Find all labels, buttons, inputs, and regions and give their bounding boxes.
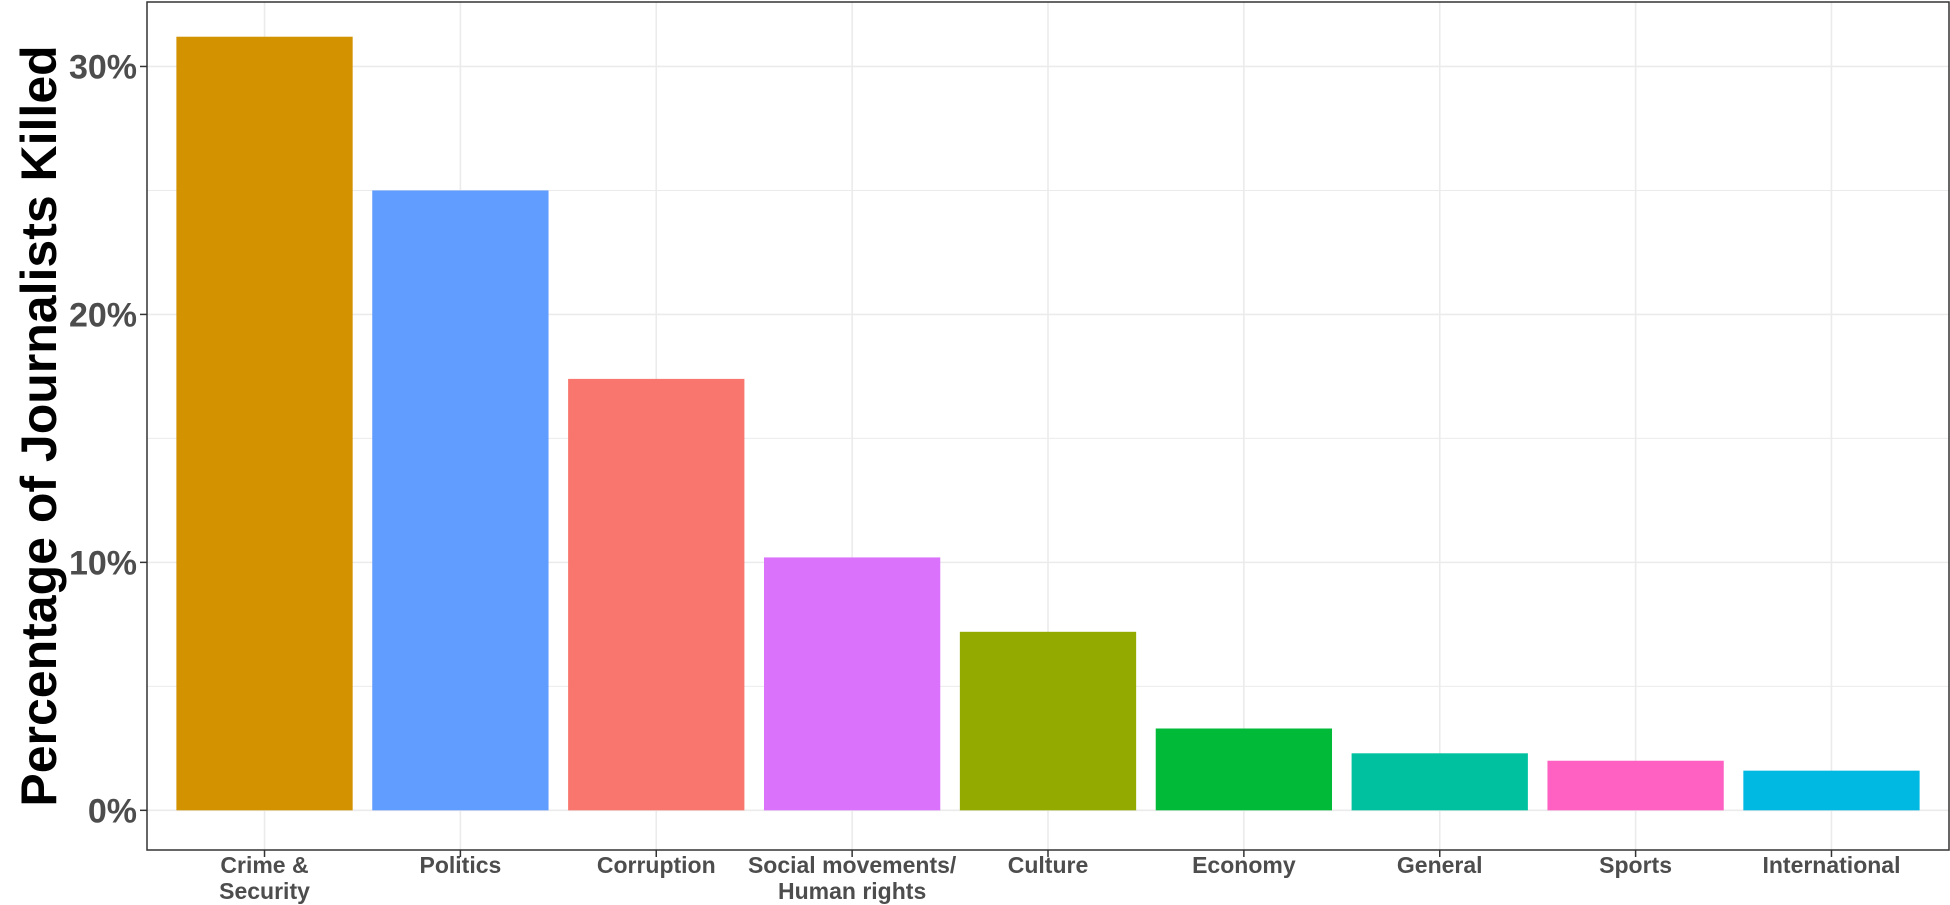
- x-tick-label: Sports: [1599, 852, 1672, 878]
- x-tick-label-line: International: [1762, 852, 1900, 878]
- bar: [176, 36, 353, 811]
- x-tick-label: Corruption: [597, 852, 716, 878]
- x-tick-label: Culture: [1008, 852, 1089, 878]
- x-tick-label-line: Sports: [1599, 852, 1672, 878]
- y-axis-title: Percentage of Journalists Killed: [11, 45, 67, 806]
- y-tick-label: 0%: [88, 792, 137, 830]
- x-tick-label: International: [1762, 852, 1900, 878]
- x-tick-label-line: Social movements/: [748, 852, 957, 878]
- x-tick-label-line: Politics: [419, 852, 501, 878]
- bar: [1351, 753, 1528, 811]
- x-tick-label-line: General: [1397, 852, 1483, 878]
- x-tick-label-line: Economy: [1192, 852, 1296, 878]
- x-tick-label-line: Corruption: [597, 852, 716, 878]
- y-tick-label: 30%: [69, 48, 137, 86]
- bar: [372, 190, 549, 811]
- bar: [1547, 760, 1724, 811]
- x-tick-label: Politics: [419, 852, 501, 878]
- bar: [1743, 770, 1920, 811]
- y-axis: 0% 10% 20% 30%: [69, 48, 147, 830]
- y-tick-label: 10%: [69, 544, 137, 582]
- x-tick-label-line: Crime &: [220, 852, 308, 878]
- x-tick-label: Crime & Security: [219, 852, 310, 904]
- x-axis: Crime & Security Politics Corruption Social …: [219, 850, 1900, 904]
- bars: [176, 36, 1920, 811]
- x-tick-label-line: Human rights: [778, 878, 926, 904]
- bar: [959, 631, 1137, 811]
- x-tick-label: Social movements/Human rights: [748, 852, 957, 904]
- bar: [763, 557, 941, 811]
- y-tick-label: 20%: [69, 296, 137, 334]
- bar: [568, 378, 745, 811]
- x-tick-label-line: Security: [219, 878, 310, 904]
- x-tick-label-line: Culture: [1008, 852, 1089, 878]
- x-tick-label: Economy: [1192, 852, 1296, 878]
- bar: [1155, 728, 1333, 811]
- x-tick-label: General: [1397, 852, 1483, 878]
